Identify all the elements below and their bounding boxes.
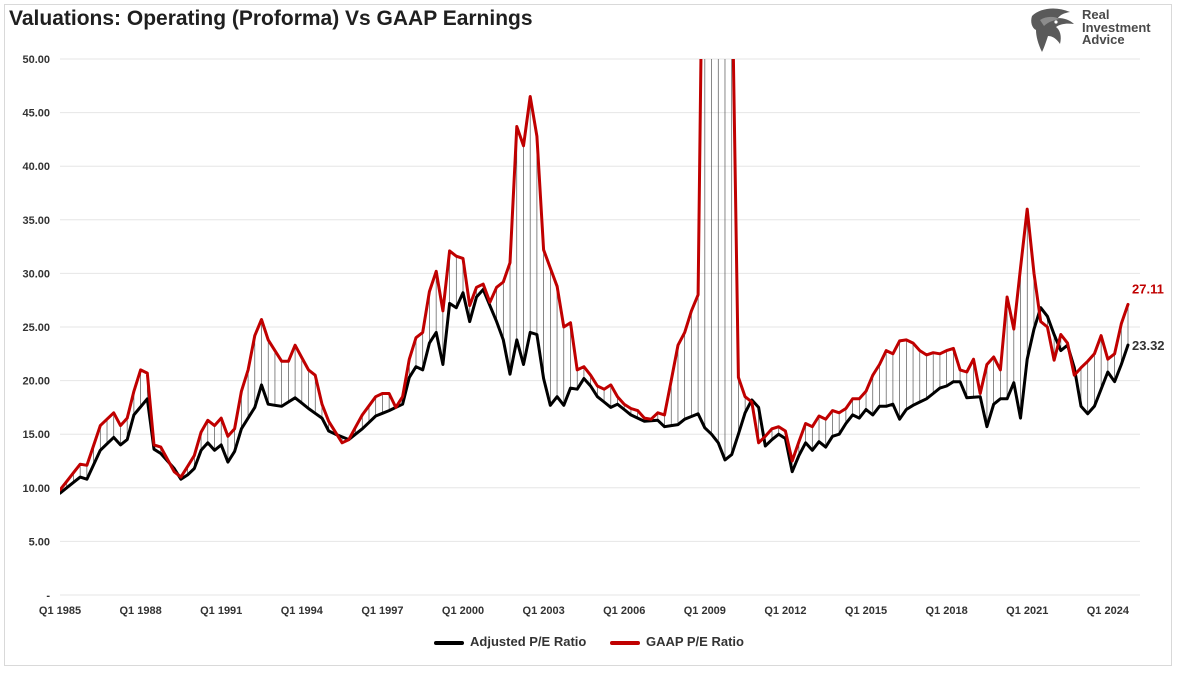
x-tick-label: Q1 2018 <box>926 605 968 617</box>
x-tick-label: Q1 2009 <box>684 605 726 617</box>
y-tick-label: 40.00 <box>22 161 50 173</box>
company-logo: Real Investment Advice <box>1026 6 1166 54</box>
y-tick-label: 35.00 <box>22 215 50 227</box>
legend-item-gaap: GAAP P/E Ratio <box>609 634 744 649</box>
gaap-pe-series-line <box>60 59 1130 492</box>
y-tick-label: 15.00 <box>22 429 50 441</box>
x-tick-label: Q1 1997 <box>361 605 403 617</box>
logo-line: Investment <box>1082 19 1151 35</box>
y-tick-label: 25.00 <box>22 322 50 334</box>
gaap-end-label: 27.11 <box>1132 281 1164 296</box>
plot-area <box>60 59 1130 495</box>
legend-swatch-adjusted <box>434 640 465 645</box>
x-tick-label: Q1 1988 <box>120 605 162 617</box>
x-tick-label: Q1 2021 <box>1006 605 1048 617</box>
x-axis-ticks: Q1 1985 Q1 1988 Q1 1991 Q1 1994 Q1 1997 Q1 20… <box>39 605 1130 617</box>
eagle-head-icon <box>1031 8 1074 52</box>
y-tick-label: 30.00 <box>22 268 50 280</box>
chart-frame <box>4 4 1172 666</box>
x-tick-label: Q1 1991 <box>200 605 242 617</box>
gridlines <box>60 58 1140 596</box>
x-tick-label: Q1 2015 <box>845 605 887 617</box>
y-tick-label: 50.00 <box>22 54 50 66</box>
x-tick-label: Q1 1994 <box>281 605 324 617</box>
y-axis-ticks: - 5.00 10.00 15.00 20.00 25.00 30.00 35.00 40.00… <box>22 54 50 602</box>
x-tick-label: Q1 2024 <box>1087 605 1130 617</box>
chart-title: Valuations: Operating (Proforma) Vs GAAP… <box>9 7 533 30</box>
y-tick-label: 5.00 <box>29 536 50 548</box>
x-tick-label: Q1 2000 <box>442 605 484 617</box>
legend-label-gaap: GAAP P/E Ratio <box>645 634 744 649</box>
x-tick-label: Q1 2003 <box>523 605 565 617</box>
adjusted-pe-series-line <box>60 288 1130 495</box>
chart-legend: Adjusted P/E Ratio GAAP P/E Ratio <box>0 634 1178 649</box>
y-tick-label: 20.00 <box>22 376 50 388</box>
y-tick-label: 10.00 <box>22 483 50 495</box>
adjusted-end-label: 23.32 <box>1132 338 1165 353</box>
logo-wordmark: Real Investment Advice <box>1082 7 1151 47</box>
x-tick-label: Q1 2006 <box>603 605 645 617</box>
logo-line: Real <box>1082 7 1110 22</box>
x-tick-label: Q1 1985 <box>39 605 81 617</box>
legend-label-adjusted: Adjusted P/E Ratio <box>470 634 587 649</box>
y-tick-label: - <box>46 590 50 602</box>
legend-swatch-gaap <box>609 640 640 645</box>
logo-line: Advice <box>1082 32 1125 47</box>
x-tick-label: Q1 2012 <box>764 605 806 617</box>
y-tick-label: 45.00 <box>22 108 50 120</box>
legend-item-adjusted: Adjusted P/E Ratio <box>434 634 586 649</box>
spread-connectors <box>60 59 1129 494</box>
